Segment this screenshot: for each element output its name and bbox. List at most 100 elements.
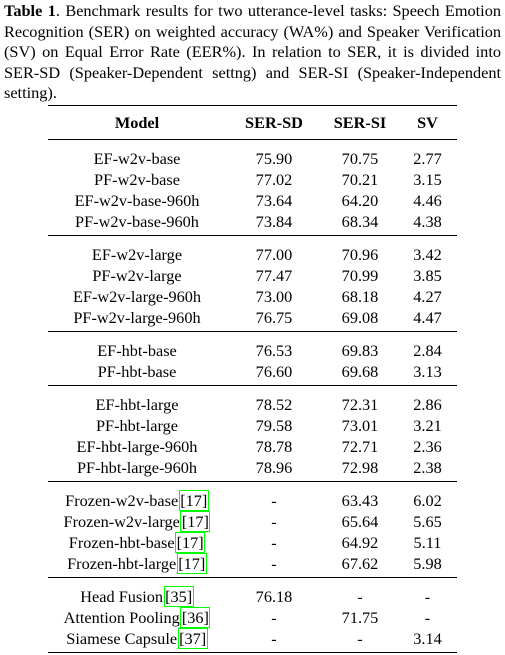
cell-model: Frozen-hbt-base [17] <box>48 532 226 553</box>
model-name: Frozen-hbt-large <box>67 554 177 573</box>
citation-link[interactable]: [17] <box>178 490 209 511</box>
cell-model: EF-w2v-large <box>48 236 226 266</box>
table-row: PF-w2v-large-960h 76.75 69.08 4.47 <box>48 307 457 332</box>
citation-link[interactable]: [35] <box>163 586 194 607</box>
citation-link[interactable]: [17] <box>176 553 207 574</box>
cell-sd: 76.60 <box>255 362 293 381</box>
cell-sd: 77.47 <box>255 266 293 285</box>
cell-sv: 2.38 <box>413 458 442 477</box>
table-row: PF-w2v-base 77.02 70.21 3.15 <box>48 169 457 190</box>
cell-si: 70.21 <box>341 170 379 189</box>
citation-link[interactable]: [36] <box>180 607 211 628</box>
cell-si: 68.18 <box>341 287 379 306</box>
model-name: Frozen-w2v-base <box>65 491 179 510</box>
table-row: Siamese Capsule [37] - - 3.14 <box>48 628 457 653</box>
cell-sv: - <box>424 587 431 606</box>
cell-sd: 76.18 <box>255 587 293 606</box>
table-row: EF-hbt-base 76.53 69.83 2.84 <box>48 332 457 362</box>
model-name: PF-w2v-base-960h <box>75 212 199 231</box>
cell-sv: 2.86 <box>413 395 442 414</box>
caption-text: . Benchmark results for two utterance-le… <box>4 1 501 102</box>
cell-sd: 73.64 <box>255 191 293 210</box>
cell-sv: 3.42 <box>413 245 442 264</box>
cell-si: 63.43 <box>341 491 379 510</box>
table-row: Attention Pooling [36] - 71.75 - <box>48 607 457 628</box>
cell-si: 69.08 <box>341 308 379 327</box>
cell-sv: 5.98 <box>413 554 442 573</box>
cell-sv: 5.65 <box>413 512 442 531</box>
model-name: EF-w2v-base <box>93 149 181 168</box>
cell-model: Frozen-w2v-base [17] <box>48 482 226 511</box>
cell-sv: 2.77 <box>413 149 442 168</box>
citation-link[interactable]: [17] <box>180 511 211 532</box>
table-row: PF-hbt-large 79.58 73.01 3.21 <box>48 415 457 436</box>
cell-sd: 73.84 <box>255 212 293 231</box>
cell-si: 72.31 <box>341 395 379 414</box>
model-name: Frozen-hbt-base <box>68 533 175 552</box>
model-name: EF-hbt-large <box>95 395 179 414</box>
row-group: Head Fusion [35] 76.18- - Attention Pooling[… <box>48 578 457 653</box>
cell-sd: 78.96 <box>255 458 293 477</box>
cell-sd: - <box>271 608 277 627</box>
cell-sv: 2.84 <box>413 341 442 360</box>
table-row: Frozen-hbt-base [17] - 64.92 5.11 <box>48 532 457 553</box>
row-group: EF-w2v-base 75.90 70.75 2.77 PF-w2v-base 77.0… <box>48 140 457 236</box>
table-caption: Table 1. Benchmark results for two utter… <box>4 1 501 104</box>
table-row: EF-hbt-large 78.52 72.31 2.86 <box>48 386 457 416</box>
cell-model: Attention Pooling [36] <box>48 607 226 628</box>
table-row: Frozen-hbt-large [17] - 67.62 5.98 <box>48 553 457 578</box>
cell-si: 72.71 <box>341 437 379 456</box>
cell-si: 68.34 <box>341 212 379 231</box>
cell-sv: 6.02 <box>413 491 442 510</box>
table-row: PF-hbt-large-960h 78.96 72.98 2.38 <box>48 457 457 482</box>
cell-sd: - <box>271 554 277 573</box>
row-group: EF-w2v-large 77.00 70.96 3.42 PF-w2v-large 77… <box>48 236 457 332</box>
table-row: PF-w2v-base-960h 73.84 68.34 4.38 <box>48 211 457 236</box>
model-name: PF-hbt-base <box>97 362 177 381</box>
model-name: Attention Pooling <box>63 608 180 627</box>
results-table: Model SER-SD SER-SI SV EF-w2v-base 75.90 7… <box>48 105 457 653</box>
cell-model: EF-w2v-base <box>48 140 226 170</box>
cell-sd: 76.75 <box>255 308 293 327</box>
cell-model: PF-hbt-large <box>48 415 226 436</box>
table-row: Head Fusion [35] 76.18 - - <box>48 578 457 607</box>
row-group: Frozen-w2v-base [17] -63.43 6.02 Frozen-w2v-… <box>48 482 457 578</box>
table-row: PF-hbt-base 76.60 69.68 3.13 <box>48 361 457 386</box>
cell-si: 70.75 <box>341 149 379 168</box>
cell-sv: - <box>424 608 431 627</box>
cell-sv: 3.14 <box>413 629 442 648</box>
citation-link[interactable]: [37] <box>177 628 208 649</box>
header-model: Model <box>48 105 226 140</box>
cell-si: 67.62 <box>341 554 379 573</box>
citation-link[interactable]: [17] <box>175 532 206 553</box>
cell-sv: 4.38 <box>413 212 442 231</box>
cell-si: 72.98 <box>341 458 379 477</box>
table-row: PF-w2v-large 77.47 70.99 3.85 <box>48 265 457 286</box>
cell-sv: 3.21 <box>413 416 442 435</box>
table-row: EF-w2v-large-960h 73.00 68.18 4.27 <box>48 286 457 307</box>
cell-sd: - <box>271 512 277 531</box>
cell-sv: 4.46 <box>413 191 442 210</box>
cell-model: PF-w2v-base-960h <box>48 211 226 236</box>
header-row: Model SER-SD SER-SI SV <box>48 105 457 140</box>
model-name: EF-w2v-large <box>91 245 183 264</box>
header-sv: SV <box>398 105 457 140</box>
cell-model: EF-w2v-large-960h <box>48 286 226 307</box>
cell-sv: 3.15 <box>413 170 442 189</box>
cell-si: - <box>357 629 363 648</box>
cell-model: PF-w2v-large-960h <box>48 307 226 332</box>
model-name: EF-w2v-base-960h <box>74 191 200 210</box>
model-name: EF-w2v-large-960h <box>72 287 202 306</box>
cell-sv: 5.11 <box>413 533 442 552</box>
table-row: Frozen-w2v-large [17] - 65.64 5.65 <box>48 511 457 532</box>
table-row: EF-w2v-large 77.00 70.96 3.42 <box>48 236 457 266</box>
cell-si: 64.92 <box>341 533 379 552</box>
cell-si: 70.99 <box>341 266 379 285</box>
model-name: PF-w2v-base <box>94 170 180 189</box>
row-group: EF-hbt-base 76.53 69.83 2.84 PF-hbt-base 76.6… <box>48 332 457 386</box>
cell-sv: 4.27 <box>413 287 442 306</box>
cell-model: Siamese Capsule [37] <box>48 628 226 653</box>
caption-label: Table 1 <box>4 1 56 20</box>
cell-sd: 77.00 <box>255 245 293 264</box>
cell-sv: 3.85 <box>413 266 442 285</box>
